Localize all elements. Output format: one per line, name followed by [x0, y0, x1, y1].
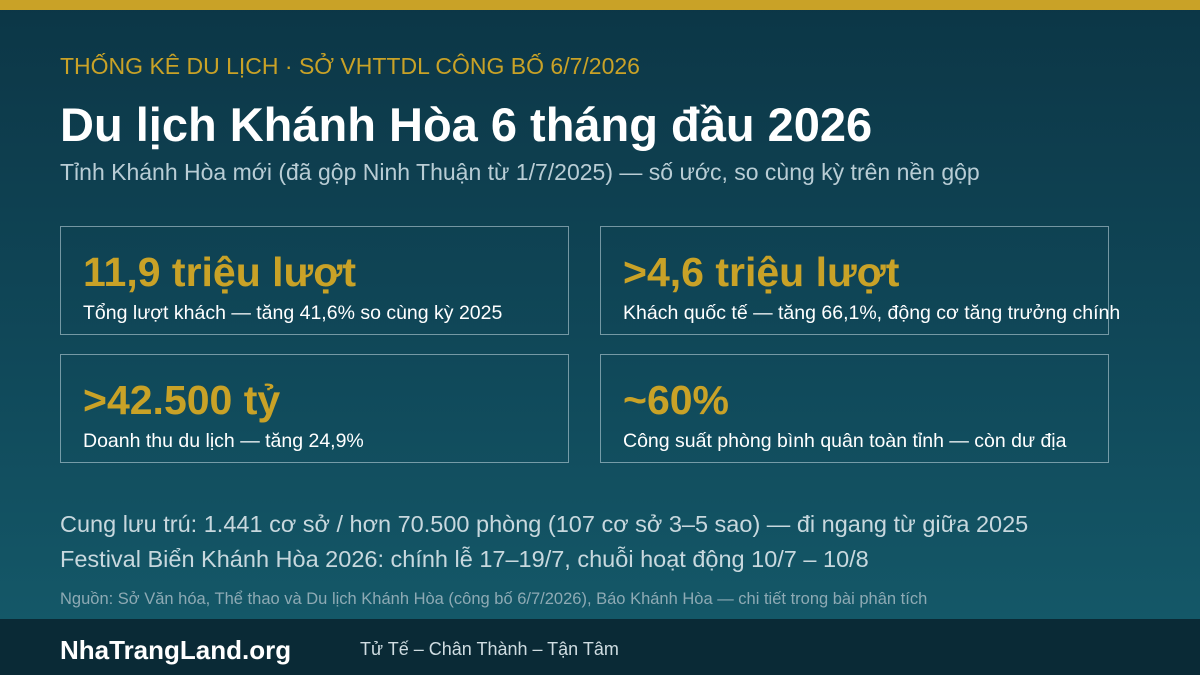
slogan: Tử Tế – Chân Thành – Tận Tâm	[360, 639, 619, 659]
stat-value: 11,9 triệu lượt	[83, 249, 357, 295]
stat-label: Tổng lượt khách — tăng 41,6% so cùng kỳ …	[83, 302, 503, 324]
note: Cung lưu trú: 1.441 cơ sở / hơn 70.500 p…	[60, 511, 1029, 537]
footer	[0, 619, 1200, 675]
kicker: THỐNG KÊ DU LỊCH · SỞ VHTTDL CÔNG BỐ 6/7…	[60, 53, 640, 79]
stat-value: ~60%	[623, 377, 730, 423]
stat-card: >4,6 triệu lượt Khách quốc tế — tăng 66,…	[600, 226, 1120, 335]
stat-label: Khách quốc tế — tăng 66,1%, động cơ tăng…	[623, 302, 1121, 324]
stat-card: ~60% Công suất phòng bình quân toàn tỉnh…	[600, 354, 1109, 463]
note: Festival Biển Khánh Hòa 2026: chính lễ 1…	[60, 546, 869, 572]
top-bar	[0, 0, 1200, 10]
stat-value: >4,6 triệu lượt	[623, 249, 900, 295]
subtitle: Tỉnh Khánh Hòa mới (đã gộp Ninh Thuận từ…	[60, 159, 980, 185]
stat-card: 11,9 triệu lượt Tổng lượt khách — tăng 4…	[60, 226, 569, 335]
brand[interactable]: NhaTrangLand.org	[60, 635, 292, 665]
source: Nguồn: Sở Văn hóa, Thể thao và Du lịch K…	[60, 590, 928, 608]
stat-label: Công suất phòng bình quân toàn tỉnh — cò…	[623, 430, 1067, 452]
stat-value: >42.500 tỷ	[83, 377, 281, 423]
stat-label: Doanh thu du lịch — tăng 24,9%	[83, 430, 364, 452]
stat-card: >42.500 tỷ Doanh thu du lịch — tăng 24,9…	[60, 354, 569, 463]
title: Du lịch Khánh Hòa 6 tháng đầu 2026	[60, 98, 873, 151]
